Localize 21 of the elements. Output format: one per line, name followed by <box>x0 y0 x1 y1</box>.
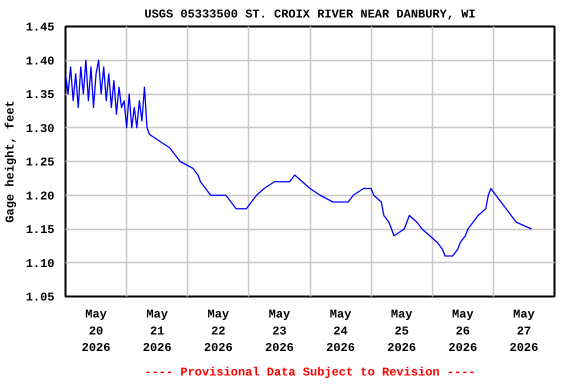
text: ---- Provisional Data Subject to Revision ---- <box>144 366 476 380</box>
y-tick-label: 1.05 <box>26 290 55 304</box>
y-tick-label: 1.45 <box>26 20 55 34</box>
x-tick-label: May 20 2026 <box>82 308 110 356</box>
y-tick-label: 1.35 <box>26 88 55 102</box>
x-tick-label: May 24 2026 <box>326 308 355 356</box>
chart-title: USGS 05333500 ST. CROIX RIVER NEAR DANBURY, WI <box>144 8 476 22</box>
x-tick-label: May 26 2026 <box>448 308 478 356</box>
x-tick-label: May 27 2026 <box>510 308 538 356</box>
y-tick-label: 1.25 <box>26 156 55 170</box>
y-tick-label: 1.15 <box>26 223 55 237</box>
x-tick-label: May 25 2026 <box>387 308 416 356</box>
line-series <box>66 60 532 257</box>
y-tick-label: 1.20 <box>26 189 55 204</box>
y-tick-label: 1.40 <box>26 54 55 68</box>
x-tick-label: May 23 2026 <box>265 308 294 356</box>
y-axis-title: Gage height, feet <box>4 100 18 223</box>
x-tick-label: May 22 2026 <box>204 308 233 356</box>
y-tick-label: 1.10 <box>26 256 55 271</box>
x-tick-label: May 21 2026 <box>142 308 172 356</box>
y-tick-label: 1.30 <box>26 122 55 136</box>
